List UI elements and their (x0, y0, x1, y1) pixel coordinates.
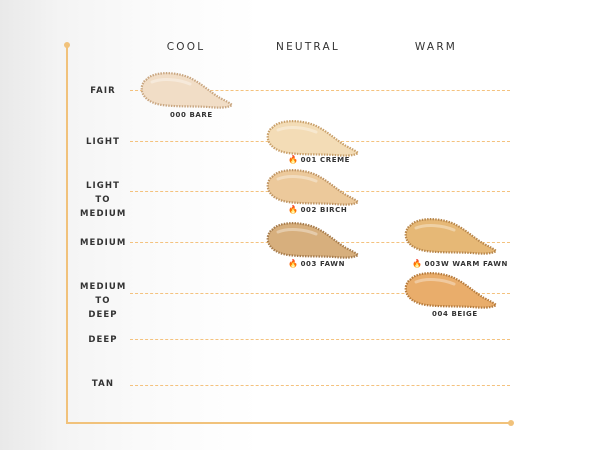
row-line-deep (130, 339, 510, 340)
swatch-001-creme (264, 118, 362, 160)
shade-label-004-beige: 004 BEIGE (432, 310, 478, 318)
column-header-warm: WARM (414, 41, 458, 53)
shade-label-003w-warm-fawn: 🔥 003W WARM FAWN (412, 259, 509, 268)
swatch-003-fawn (264, 220, 362, 262)
swatch-000-bare (138, 70, 236, 112)
vertical-axis (66, 44, 68, 424)
axis-top-dot (64, 42, 70, 48)
row-label-tan: TAN (91, 379, 115, 389)
row-line-fair (130, 90, 510, 91)
swatch-004-beige (402, 270, 500, 312)
row-line-tan (130, 385, 510, 386)
row-label-deep: DEEP (88, 335, 118, 345)
flame-icon: 🔥 (288, 205, 299, 214)
row-label-medium: MEDIUM (80, 238, 127, 248)
swatch-003w-warm-fawn (402, 216, 500, 258)
flame-icon: 🔥 (288, 155, 299, 164)
shade-label-002-birch: 🔥 002 BIRCH (288, 205, 348, 214)
shade-label-003-fawn: 🔥 003 FAWN (288, 259, 346, 268)
shade-label-000-bare: 000 BARE (170, 111, 213, 119)
flame-icon: 🔥 (412, 259, 423, 268)
swatch-002-birch (264, 167, 362, 209)
row-label-light: LIGHT (86, 137, 120, 147)
horizontal-axis (66, 422, 512, 424)
axis-right-dot (508, 420, 514, 426)
row-label-fair: FAIR (90, 86, 116, 96)
shade-label-001-creme: 🔥 001 CREME (288, 155, 351, 164)
column-header-cool: COOL (166, 41, 206, 53)
flame-icon: 🔥 (288, 259, 299, 268)
row-line-medium-to-deep (130, 293, 510, 294)
row-label-light-to-medium: LIGHT TO MEDIUM (80, 181, 127, 219)
row-label-medium-to-deep: MEDIUM TO DEEP (80, 282, 127, 320)
column-header-neutral: NEUTRAL (276, 41, 340, 53)
